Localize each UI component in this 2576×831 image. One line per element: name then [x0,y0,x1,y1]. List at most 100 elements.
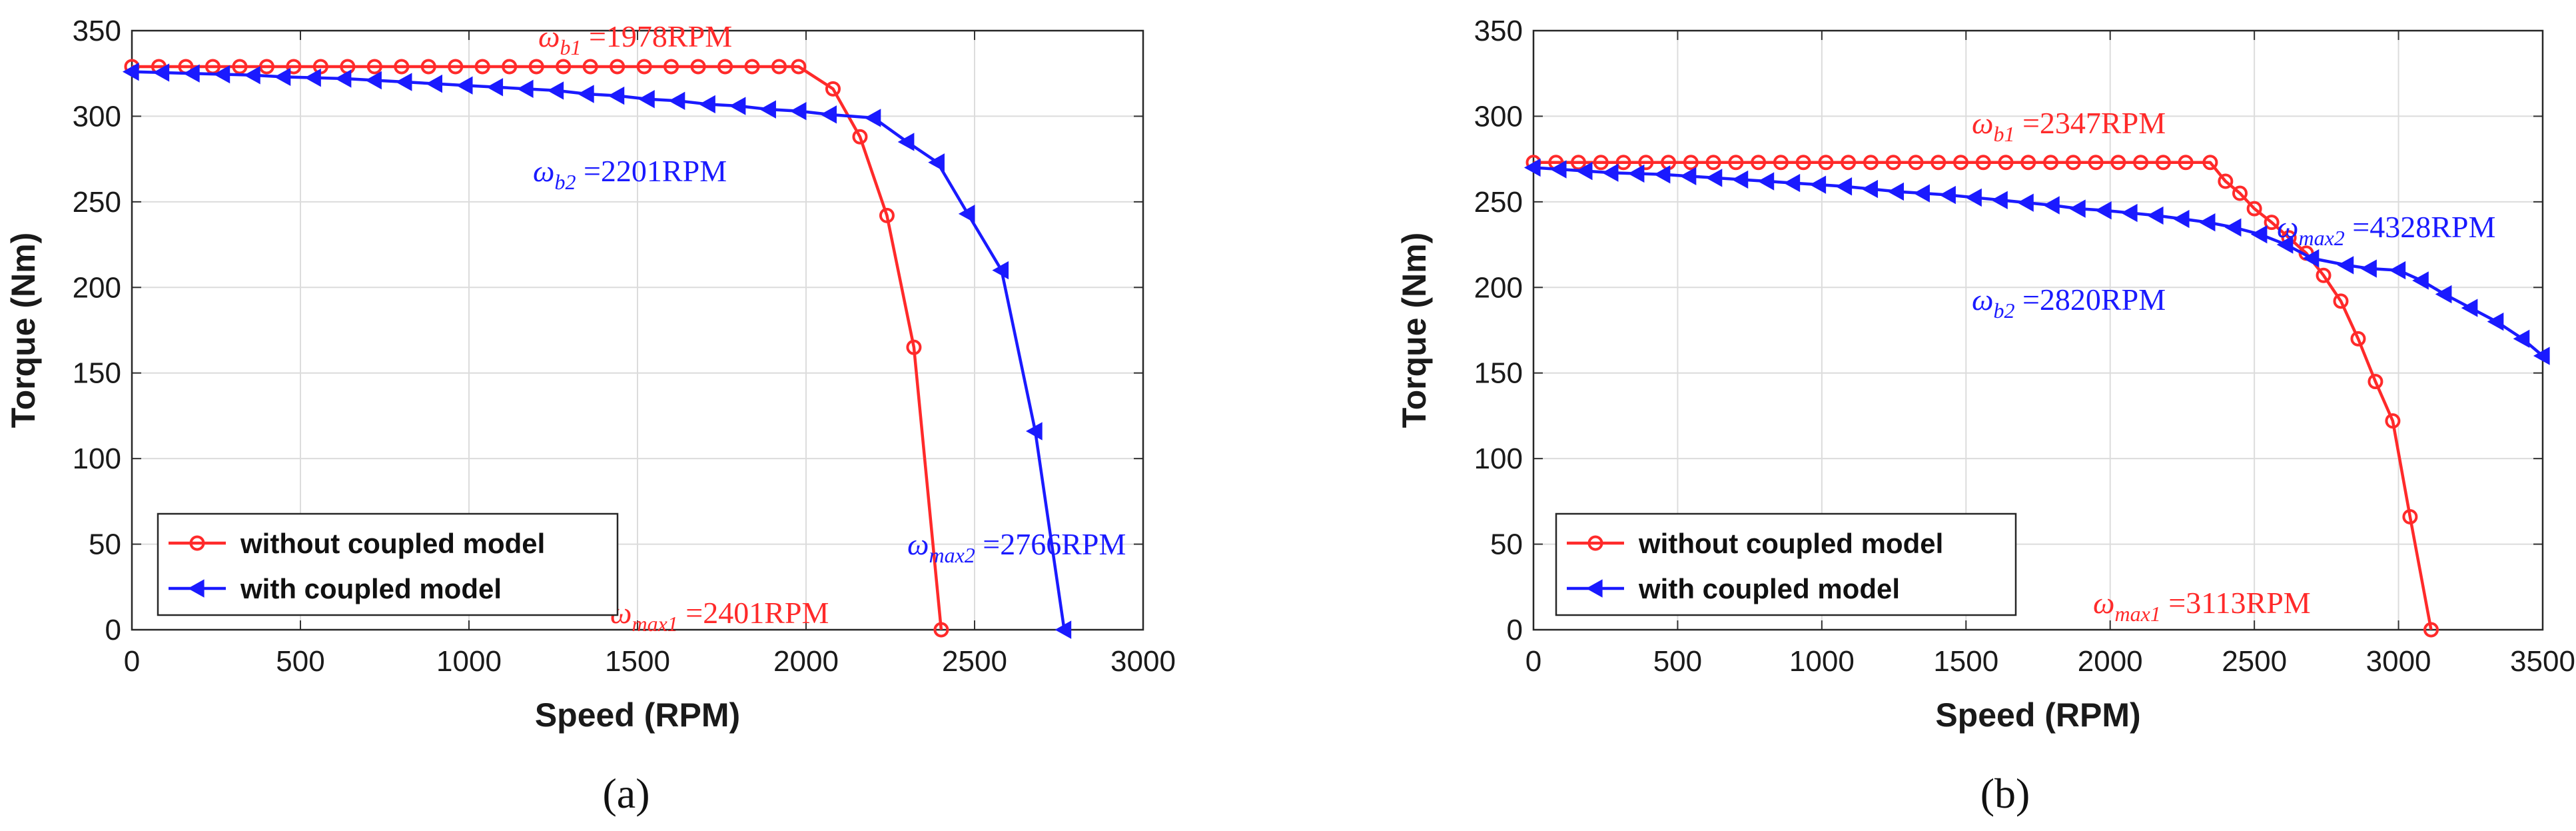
data-point [2110,155,2126,171]
data-point [1026,422,1043,440]
data-point [2198,213,2216,232]
data-point [2218,173,2234,189]
y-tick-label: 0 [1507,614,1523,646]
data-point [258,59,274,75]
data-point [2402,508,2418,524]
data-point [1728,155,1744,171]
data-point [2232,185,2248,201]
data-point [486,78,504,97]
data-point [864,109,881,127]
data-point [1885,155,1901,171]
data-point [608,86,625,105]
x-tick-label: 2000 [2078,645,2143,678]
legend-swatch-marker [1587,535,1603,551]
data-point [825,81,841,97]
data-point [1939,185,1956,205]
y-tick-label: 300 [1474,100,1523,133]
data-point [2360,259,2377,278]
data-point [394,59,410,75]
data-point [1861,179,1879,199]
y-tick-label: 100 [1474,442,1523,475]
data-point [2389,261,2406,280]
data-point [759,100,776,119]
y-tick-label: 150 [1474,357,1523,390]
data-point [636,59,652,75]
data-point [699,95,715,114]
data-point [2302,249,2320,268]
data-point [791,59,807,75]
data-point [474,59,490,75]
annotation-omega-b2: ωb2 =2201RPM [533,154,727,194]
data-point [516,79,534,99]
y-tick-label: 50 [1490,528,1523,561]
data-point [1863,155,1879,171]
data-point [906,339,922,355]
data-point [213,65,230,84]
data-point [610,59,626,75]
legend-label: without coupled model [240,528,545,559]
data-point [420,59,436,75]
y-tick-label: 0 [105,614,121,646]
data-point [2094,201,2112,220]
legend-box [1555,512,2017,616]
data-point [668,91,685,111]
y-tick-label: 250 [73,186,121,219]
data-point [1975,155,1991,171]
data-point [1757,172,1775,191]
data-point [286,59,302,75]
data-point [1653,165,1671,184]
x-tick-label: 2500 [942,645,1007,678]
data-point [744,59,760,75]
data-point [1751,155,1767,171]
x-tick-label: 1500 [1933,645,1998,678]
data-point [2017,193,2034,212]
annotation-omega-max2: ωmax2 =4328RPM [2277,210,2495,250]
data-point [426,74,442,93]
data-point [578,85,594,103]
data-point [879,207,895,223]
series-with-coupled-model [1523,158,2550,365]
data-point [528,59,544,75]
x-tick-label: 500 [1653,645,1702,678]
data-point [1549,160,1567,179]
data-point [366,59,382,75]
panel-caption: (b) [1980,770,2030,817]
data-point [2250,225,2268,244]
x-tick-label: 3000 [1110,645,1176,678]
axes-box [131,29,1144,631]
data-point [729,97,746,115]
data-point [717,59,733,75]
data-point [992,261,1009,280]
data-point [820,105,837,124]
data-point [365,71,382,90]
legend-box [157,512,619,616]
data-point [232,59,248,75]
x-axis-label: Speed (RPM) [1935,696,2140,734]
annotation-omega-b1: ωb1 =1978RPM [538,19,732,59]
data-point [1952,155,1968,171]
data-point [448,59,464,75]
data-point [556,59,572,75]
data-point [1809,175,1827,194]
data-point [2412,271,2429,290]
x-tick-label: 2500 [2222,645,2287,678]
data-point [2316,267,2332,283]
data-point [502,59,518,75]
data-point [2337,256,2354,275]
data-point [1683,155,1699,171]
data-point [1887,182,1904,201]
data-point [2178,155,2194,171]
y-axis-label: Torque (Nm) [1396,233,1433,428]
data-point [334,69,352,88]
data-point [1679,167,1697,186]
legend-swatch-marker [189,535,205,551]
data-point [456,76,473,95]
data-point [690,59,706,75]
data-point [2246,201,2262,217]
annotation-omega-b2: ωb2 =2820RPM [1972,283,2166,323]
data-point [2133,155,2149,171]
data-point [1575,161,1593,181]
data-point [1731,170,1749,189]
series-line [132,65,943,630]
